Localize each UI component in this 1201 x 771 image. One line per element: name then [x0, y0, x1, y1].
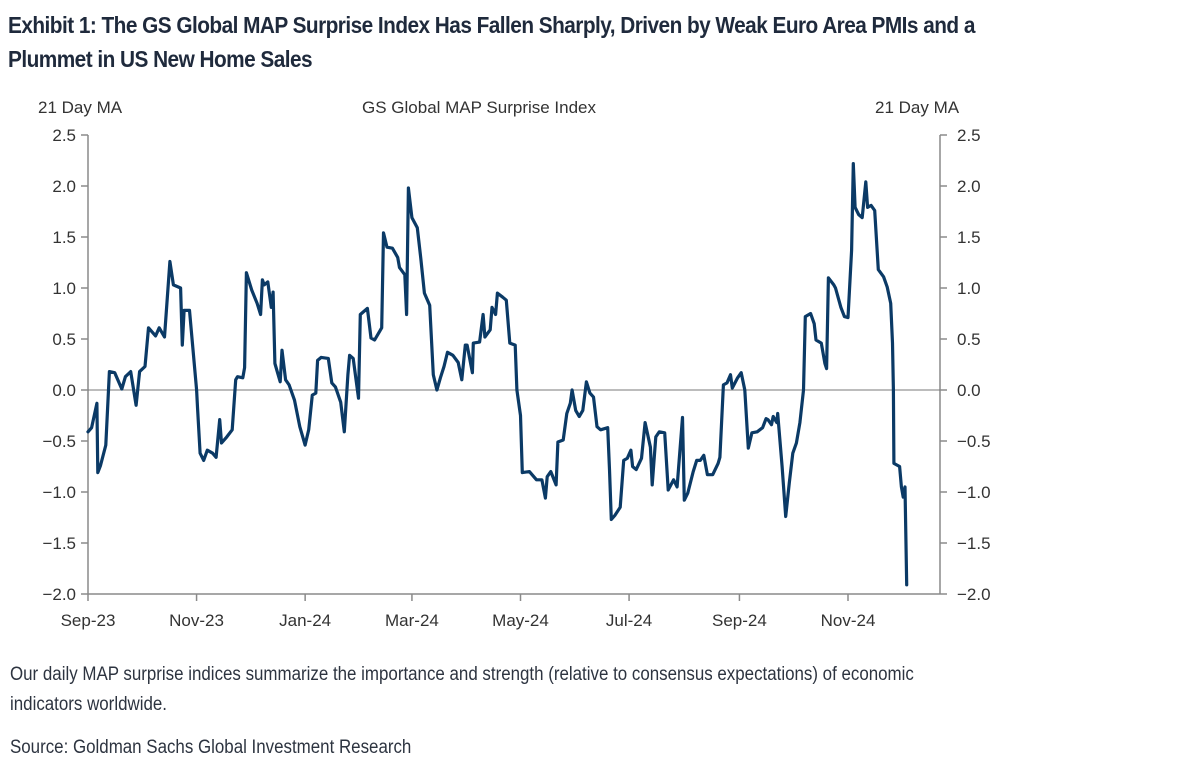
line-chart: 2.52.01.51.00.50.0−0.5−1.0−1.5−2.0 2.52.… — [42, 126, 991, 630]
x-ticks: Sep-23 Nov-23 Jan-24 Mar-24 May-24 Jul-24 Sep-… — [61, 594, 876, 630]
x-tick-label: May-24 — [492, 611, 549, 630]
x-tick-label: Jul-24 — [606, 611, 652, 630]
right-y-tick-label: −1.5 — [957, 534, 991, 553]
left-y-tick-label: −1.5 — [42, 534, 76, 553]
right-y-tick-label: 2.5 — [957, 126, 981, 145]
left-y-tick-label: 0.0 — [52, 381, 76, 400]
chart-note-line-2: indicators worldwide. — [10, 694, 167, 715]
left-axis-label: 21 Day MA — [38, 98, 123, 117]
x-tick-label: Sep-24 — [712, 611, 767, 630]
x-tick-label: Nov-24 — [821, 611, 876, 630]
left-y-tick-label: 0.5 — [52, 330, 76, 349]
right-y-tick-label: −0.5 — [957, 432, 991, 451]
right-y-tick-label: −2.0 — [957, 585, 991, 604]
right-y-tick-label: −1.0 — [957, 483, 991, 502]
left-y-tick-label: 1.0 — [52, 279, 76, 298]
left-y-ticks: 2.5 2.0 1.5 1.0 0.5 0.0 −0.5 −1.0 −1.5 −2.0 — [42, 126, 88, 604]
left-y-tick-label: 2.0 — [52, 177, 76, 196]
left-y-tick-label: −1.0 — [42, 483, 76, 502]
x-tick-label: Mar-24 — [385, 611, 439, 630]
right-y-tick-label: 1.5 — [957, 228, 981, 247]
chart-note: Our daily MAP surprise indices summarize… — [10, 660, 914, 720]
chart-title: GS Global MAP Surprise Index — [362, 98, 597, 117]
right-axis-label: 21 Day MA — [875, 98, 960, 117]
right-y-tick-label: 2.0 — [957, 177, 981, 196]
x-tick-label: Sep-23 — [61, 611, 116, 630]
right-y-ticks: 2.5 2.0 1.5 1.0 0.5 0.0 −0.5 −1.0 −1.5 −2.0 — [940, 126, 991, 604]
chart-axes — [87, 135, 941, 595]
exhibit-title-line-1: Exhibit 1: The GS Global MAP Surprise In… — [8, 12, 975, 38]
x-tick-label: Jan-24 — [279, 611, 331, 630]
exhibit-title: Exhibit 1: The GS Global MAP Surprise In… — [8, 8, 1089, 76]
left-y-tick-label: 1.5 — [52, 228, 76, 247]
series-line — [86, 162, 909, 587]
chart-source: Source: Goldman Sachs Global Investment … — [10, 737, 412, 758]
x-tick-label: Nov-23 — [169, 611, 224, 630]
left-y-tick-label: 2.5 — [52, 126, 76, 145]
exhibit-title-line-2: Plummet in US New Home Sales — [8, 46, 313, 72]
right-y-tick-label: 1.0 — [957, 279, 981, 298]
left-y-tick-label: −0.5 — [42, 432, 76, 451]
series-group — [86, 162, 909, 587]
right-y-tick-label: 0.5 — [957, 330, 981, 349]
left-y-tick-label: −2.0 — [42, 585, 76, 604]
right-y-tick-label: 0.0 — [957, 381, 981, 400]
chart-note-line-1: Our daily MAP surprise indices summarize… — [10, 664, 914, 685]
